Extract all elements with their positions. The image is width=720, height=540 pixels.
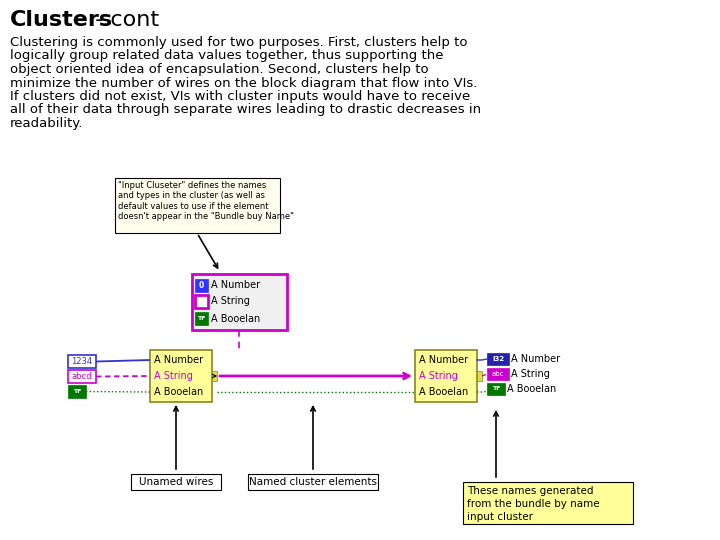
Text: A Number: A Number [419,355,468,365]
Text: A Booelan: A Booelan [419,387,468,397]
Text: A String: A String [419,371,458,381]
Text: A String: A String [154,371,193,381]
Text: 1234: 1234 [71,357,93,366]
Text: TF: TF [73,389,81,394]
Text: logically group related data values together, thus supporting the: logically group related data values toge… [10,50,444,63]
Text: I32: I32 [492,356,504,362]
FancyBboxPatch shape [68,370,96,383]
Text: Clustering is commonly used for two purposes. First, clusters help to: Clustering is commonly used for two purp… [10,36,467,49]
FancyBboxPatch shape [487,383,505,395]
Text: These names generated
from the bundle by name
input cluster: These names generated from the bundle by… [467,486,600,522]
Text: abc: abc [492,371,504,377]
Text: Named cluster elements: Named cluster elements [249,477,377,487]
Text: A Booelan: A Booelan [507,384,557,394]
Text: A Booelan: A Booelan [154,387,203,397]
Text: readability.: readability. [10,117,84,130]
FancyBboxPatch shape [150,350,212,402]
Text: If clusters did not exist, VIs with cluster inputs would have to receive: If clusters did not exist, VIs with clus… [10,90,470,103]
Text: Unamed wires: Unamed wires [139,477,213,487]
Text: TF: TF [492,387,500,392]
Text: "Input Cluseter" defines the names
and types in the cluster (as well as
default : "Input Cluseter" defines the names and t… [118,181,294,221]
Text: abcd: abcd [72,372,92,381]
Text: - cont: - cont [88,10,159,30]
FancyBboxPatch shape [68,355,96,368]
FancyBboxPatch shape [68,385,86,398]
Text: A String: A String [511,369,550,379]
Text: Clusters: Clusters [10,10,113,30]
Text: minimize the number of wires on the block diagram that flow into VIs.: minimize the number of wires on the bloc… [10,77,477,90]
FancyBboxPatch shape [487,353,509,365]
FancyBboxPatch shape [487,368,509,380]
FancyBboxPatch shape [195,312,208,325]
Text: object oriented idea of encapsulation. Second, clusters help to: object oriented idea of encapsulation. S… [10,63,428,76]
Text: A Number: A Number [154,355,203,365]
FancyBboxPatch shape [212,371,217,381]
FancyBboxPatch shape [248,474,378,490]
FancyBboxPatch shape [195,295,208,308]
FancyBboxPatch shape [131,474,221,490]
FancyBboxPatch shape [415,350,477,402]
FancyBboxPatch shape [477,371,482,381]
FancyBboxPatch shape [192,274,287,330]
Text: 0: 0 [199,281,204,290]
FancyBboxPatch shape [115,178,280,233]
Text: all of their data through separate wires leading to drastic decreases in: all of their data through separate wires… [10,104,481,117]
Text: A Number: A Number [211,280,260,291]
Text: A Booelan: A Booelan [211,314,260,323]
FancyBboxPatch shape [463,482,633,524]
Text: TF: TF [197,316,206,321]
Text: A String: A String [211,296,250,307]
Text: A Number: A Number [511,354,560,364]
FancyBboxPatch shape [195,279,208,292]
